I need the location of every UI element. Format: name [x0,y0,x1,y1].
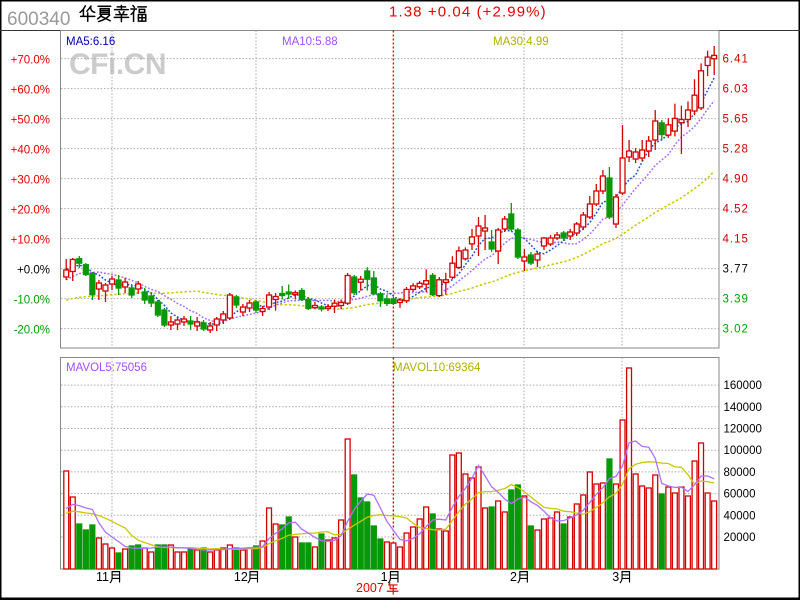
svg-text:4.90: 4.90 [723,174,749,186]
svg-text:MA10:5.88: MA10:5.88 [282,36,338,48]
svg-text:MAVOL5:75056: MAVOL5:75056 [66,362,147,374]
svg-text:80000: 80000 [724,467,756,479]
svg-text:40000: 40000 [724,510,756,522]
svg-text:3.02: 3.02 [723,324,749,336]
svg-text:6.41: 6.41 [723,54,749,66]
svg-text:-20.0%: -20.0% [14,325,50,337]
svg-text:MAVOL10:69364: MAVOL10:69364 [393,362,481,374]
svg-text:600340: 600340 [7,9,70,30]
svg-text:5.28: 5.28 [723,144,749,156]
svg-text:1: 1 [381,570,388,584]
svg-text:+70.0%: +70.0% [11,55,50,67]
svg-text:1.38 +0.04 (+2.99%): 1.38 +0.04 (+2.99%) [389,4,547,21]
svg-text:11: 11 [96,570,109,584]
svg-text:4.15: 4.15 [723,234,749,246]
svg-text:MA30:4.99: MA30:4.99 [493,36,549,48]
svg-text:120000: 120000 [724,424,762,436]
svg-text:+50.0%: +50.0% [11,115,50,127]
svg-text:100000: 100000 [724,445,762,457]
svg-text:4.52: 4.52 [723,204,749,216]
svg-text:2007: 2007 [356,581,384,595]
svg-text:12: 12 [234,570,248,584]
svg-text:+60.0%: +60.0% [11,85,50,97]
svg-text:+30.0%: +30.0% [11,175,50,187]
svg-text:6.03: 6.03 [723,84,749,96]
svg-text:3.77: 3.77 [723,264,749,276]
svg-text:160000: 160000 [724,380,762,392]
svg-text:20000: 20000 [724,532,756,544]
svg-text:3.39: 3.39 [723,294,749,306]
svg-text:5.65: 5.65 [723,114,749,126]
svg-text:+10.0%: +10.0% [11,235,50,247]
svg-text:MA5:6.16: MA5:6.16 [66,36,115,48]
svg-text:CFi.CN: CFi.CN [69,48,166,81]
svg-text:+20.0%: +20.0% [11,205,50,217]
svg-text:2: 2 [510,570,517,584]
svg-text:3: 3 [612,570,619,584]
svg-text:140000: 140000 [724,402,762,414]
svg-text:+40.0%: +40.0% [11,145,50,157]
svg-text:+0.0%: +0.0% [17,265,50,277]
svg-text:60000: 60000 [724,489,756,501]
svg-text:-10.0%: -10.0% [14,295,50,307]
